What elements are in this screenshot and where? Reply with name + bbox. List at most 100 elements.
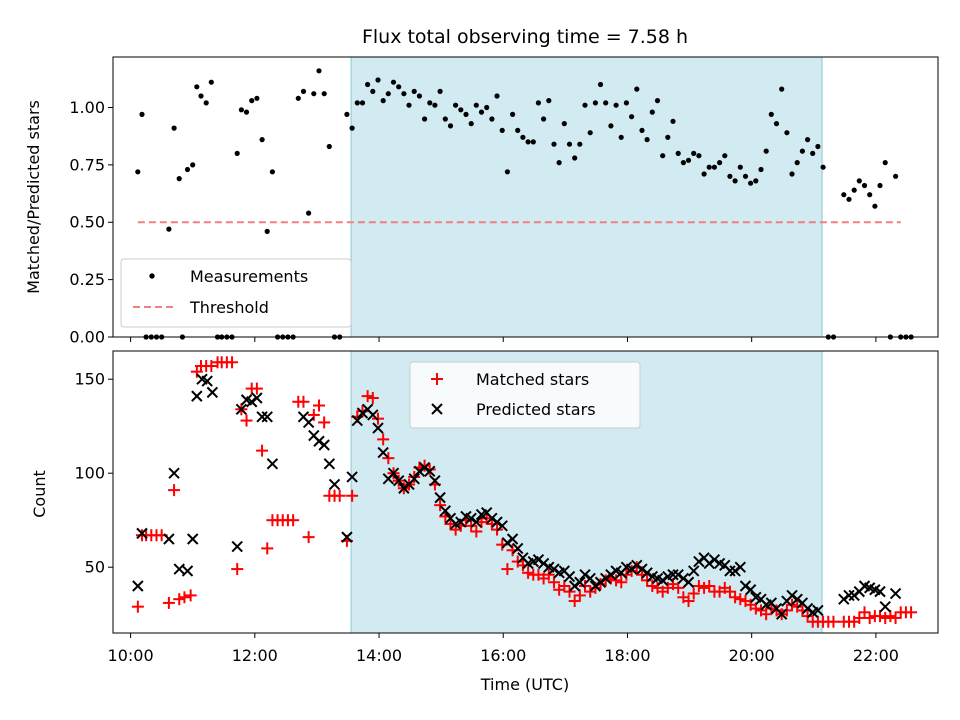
matched-star-point: [256, 444, 269, 457]
measurement-point: [311, 91, 317, 97]
measurement-point: [259, 137, 265, 143]
measurement-point: [566, 141, 573, 147]
predicted-star-point: [729, 565, 741, 577]
measurement-point: [882, 160, 888, 166]
predicted-star-point: [266, 458, 279, 470]
measurement-point: [406, 102, 412, 108]
measurement-point: [872, 203, 878, 209]
measurement-point: [166, 226, 172, 232]
bottom-y-tick-label: 50: [85, 558, 105, 577]
matched-star-point: [879, 611, 892, 624]
measurement-point: [541, 116, 547, 122]
matched-star-point: [382, 452, 395, 465]
measurement-point: [264, 228, 270, 234]
measurement-point: [473, 102, 479, 108]
measurement-point: [608, 123, 614, 129]
matched-star-point: [371, 412, 384, 425]
measurement-points: [135, 68, 914, 340]
measurement-point: [437, 88, 443, 94]
matched-star-point: [884, 610, 897, 623]
matched-stars-points: [131, 356, 918, 628]
predicted-star-point: [372, 422, 384, 434]
measurement-point: [135, 169, 141, 175]
predicted-star-point: [256, 411, 268, 423]
matched-star-point: [672, 581, 685, 594]
predicted-star-point: [506, 533, 519, 545]
matched-star-point: [205, 360, 218, 373]
chart-title: Flux total observing time = 7.58 h: [362, 26, 688, 48]
measurement-point: [701, 171, 707, 177]
predicted-star-point: [191, 390, 203, 402]
top-y-tick-label: 0.25: [69, 270, 105, 289]
measurement-point: [794, 160, 800, 166]
matched-star-point: [465, 519, 478, 532]
matched-star-point: [297, 395, 310, 408]
matched-star-point: [131, 600, 144, 613]
measurement-point: [139, 111, 145, 117]
matched-star-point: [692, 580, 705, 592]
measurement-point: [556, 160, 562, 166]
measurement-point: [665, 134, 671, 140]
matched-star-point: [547, 576, 560, 589]
matched-star-point: [698, 581, 711, 594]
measurement-point: [535, 100, 542, 106]
bottom-panel: 50 100 150 10:00 12:00 14:00 16:00 18:00 20:00 2…: [30, 350, 939, 694]
top-y-tick-label: 1.00: [69, 98, 105, 117]
measurement-point: [561, 121, 567, 127]
matched-star-point: [318, 416, 331, 429]
predicted-star-point: [418, 461, 431, 474]
matched-star-point: [573, 589, 586, 602]
predicted-star-point: [568, 580, 581, 592]
predicted-star-point: [656, 574, 669, 587]
measurement-point: [551, 141, 557, 147]
measurement-point: [396, 84, 402, 90]
matched-star-point: [434, 499, 447, 512]
predicted-star-point: [537, 557, 550, 570]
matched-star-point: [491, 523, 504, 536]
predicted-star-point: [377, 446, 389, 459]
matched-star-point: [346, 489, 359, 502]
predicted-star-point: [302, 416, 315, 429]
predicted-star-point: [838, 593, 850, 605]
matched-star-point: [361, 390, 374, 403]
predicted-star-point: [168, 467, 180, 479]
predicted-star-point: [501, 537, 514, 549]
matched-star-point: [408, 470, 421, 483]
measurement-point: [861, 182, 868, 189]
measurement-point: [877, 182, 883, 189]
predicted-star-point: [470, 516, 483, 528]
matched-star-point: [226, 356, 239, 369]
measurement-point: [603, 100, 609, 106]
top-plot-frame: [112, 56, 939, 338]
legend-matched-marker: [431, 373, 443, 385]
top-y-tick-label: 0.50: [69, 213, 105, 232]
measurement-point: [520, 134, 526, 140]
predicted-star-point: [775, 608, 788, 620]
top-y-tick-label: 0.75: [69, 155, 105, 174]
measurement-point: [344, 111, 350, 117]
predicted-star-point: [636, 563, 648, 575]
predicted-star-point: [641, 567, 653, 579]
measurement-point: [784, 130, 790, 136]
measurement-point: [577, 141, 583, 147]
measurement-point: [411, 88, 417, 94]
legend-predicted-label: Predicted stars: [476, 400, 596, 419]
predicted-star-point: [235, 403, 248, 415]
measurement-point: [691, 150, 697, 156]
legend-measurements-marker: [149, 273, 155, 279]
predicted-star-point: [744, 584, 757, 596]
measurement-point: [763, 148, 769, 154]
predicted-star-point: [589, 580, 602, 592]
measurement-point: [238, 107, 244, 113]
measurement-point: [660, 153, 666, 159]
matched-star-point: [366, 392, 379, 404]
measurement-point: [427, 100, 433, 106]
measurement-point: [306, 210, 312, 216]
bottom-legend-box: [409, 361, 641, 429]
measurement-point: [623, 100, 630, 106]
measurement-point: [737, 164, 743, 170]
measurement-point: [592, 100, 599, 106]
matched-star-point: [874, 610, 887, 623]
measurement-point: [618, 134, 624, 140]
